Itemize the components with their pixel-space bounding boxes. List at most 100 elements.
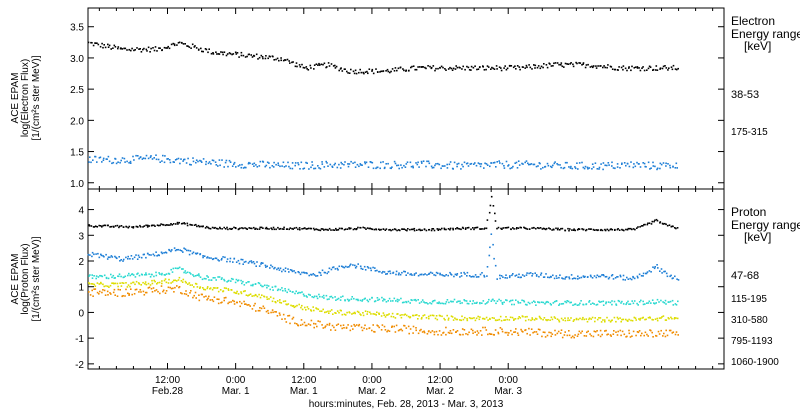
proton-data-point [672,304,675,306]
proton-data-point [455,331,457,333]
proton-data-point [291,305,294,307]
proton-data-point [387,270,390,273]
proton-data-point [406,229,408,232]
proton-data-point [637,276,639,279]
proton-data-point [188,282,191,284]
proton-data-point [262,285,264,288]
proton-data-point [170,287,173,290]
proton-data-point [570,301,572,304]
proton-data-point [366,313,368,315]
proton-data-point [539,316,541,319]
proton-data-point [107,285,109,288]
proton-data-point [193,275,195,278]
proton-data-point [637,226,639,228]
electron-data-point [228,52,231,54]
electron-data-point [287,161,289,164]
proton-data-point [366,227,369,229]
proton-data-point [592,228,595,231]
proton-data-point [479,273,482,276]
electron-data-point [249,162,251,165]
electron-data-point [495,166,497,168]
proton-data-point [206,275,208,277]
proton-data-point [184,223,186,225]
proton-data-point [424,273,426,275]
electron-data-point [611,161,613,164]
proton-data-point [460,228,462,231]
proton-data-point [637,304,639,306]
proton-data-point [639,317,642,320]
electron-data-point [88,161,90,163]
electron-data-point [159,161,161,163]
electron-data-point [510,65,513,67]
proton-data-point [448,301,450,304]
electron-data-point [235,166,237,168]
proton-data-point [639,226,641,228]
electron-data-point [195,47,198,49]
proton-data-point [401,301,404,304]
proton-data-point [183,222,186,224]
proton-data-point [294,292,296,295]
proton-data-point [521,274,524,276]
proton-data-point [439,273,441,276]
proton-data-point [531,318,534,321]
electron-data-point [622,65,625,67]
electron-data-point [419,66,421,68]
proton-data-point [420,328,422,331]
electron-data-point [271,165,274,167]
electron-data-point [173,161,175,163]
proton-data-point [145,273,148,276]
proton-data-point [374,267,376,269]
proton-data-point [205,225,208,228]
electron-data-point [182,160,184,162]
proton-data-point [96,226,98,228]
proton-data-point [263,307,266,309]
proton-data-point [421,299,424,301]
proton-data-point [253,304,255,307]
proton-data-point [486,219,489,221]
proton-data-point [442,302,445,305]
proton-data-point [395,273,397,276]
proton-data-point [602,319,604,321]
proton-data-point [274,266,276,269]
proton-data-point [527,301,530,304]
proton-data-point [201,278,204,281]
proton-data-point [461,302,463,304]
proton-data-point [458,228,461,230]
electron-data-point [649,66,652,68]
proton-data-point [493,300,496,302]
electron-data-point [521,162,523,165]
electron-data-point [397,67,400,70]
proton-data-point [405,301,408,304]
proton-data-point [658,301,660,303]
proton-data-point [537,301,539,303]
electron-data-point [155,158,158,161]
proton-data-point [256,261,258,263]
proton-data-point [405,274,407,276]
proton-data-point [389,228,391,231]
electron-data-point [602,168,604,171]
proton-data-point [294,322,296,325]
proton-data-point [426,274,428,276]
proton-data-point [671,317,673,320]
proton-data-point [636,331,639,333]
proton-data-point [126,286,129,288]
proton-data-point [350,227,352,230]
proton-data-point [301,228,303,230]
electron-data-point [117,47,119,50]
proton-data-point [104,224,107,227]
proton-data-point [178,266,181,269]
electron-data-point [603,65,605,67]
proton-data-point [660,299,662,302]
electron-data-point [113,44,116,47]
electron-data-point [572,65,575,68]
proton-data-point [131,258,134,260]
electron-data-point [317,165,319,167]
proton-data-point [155,289,158,291]
proton-data-point [590,334,593,337]
proton-data-point [656,264,658,266]
proton-data-point [483,274,485,277]
proton-data-point [170,282,172,284]
proton-data-point [312,227,315,230]
proton-data-point [441,274,443,276]
proton-data-point [174,249,177,252]
